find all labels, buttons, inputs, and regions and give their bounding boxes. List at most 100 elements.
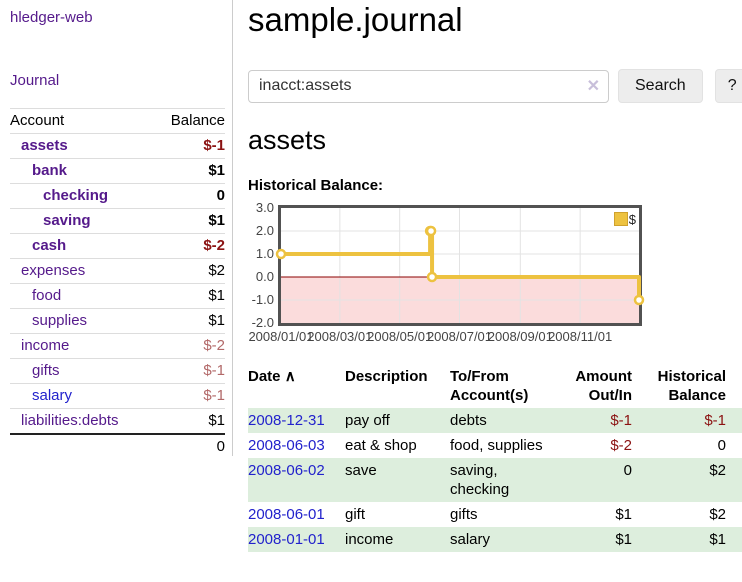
account-link-bank[interactable]: bank bbox=[32, 162, 68, 179]
accounts-col-account: Account bbox=[10, 108, 118, 134]
y-tick-label: -2.0 bbox=[251, 314, 274, 330]
account-link-food[interactable]: food bbox=[32, 287, 62, 304]
account-link-assets[interactable]: assets bbox=[21, 137, 68, 154]
transaction-description: save bbox=[345, 461, 377, 479]
main-content: sample.journal ✕ Search ? assets Histori… bbox=[233, 0, 742, 552]
account-link-income[interactable]: income bbox=[21, 337, 70, 354]
y-tick-label: 1.0 bbox=[255, 245, 274, 261]
x-tick-label: 2008/01/01 bbox=[248, 328, 314, 344]
chart-canvas bbox=[275, 207, 645, 323]
chart-section-label: Historical Balance: bbox=[248, 176, 384, 194]
x-tick-label: 2008/09/01 bbox=[487, 328, 553, 344]
account-balance: $-1 bbox=[117, 358, 225, 384]
search-form: ✕ Search ? bbox=[248, 69, 742, 104]
transaction-amount: 0 bbox=[623, 461, 632, 479]
account-balance: $2 bbox=[117, 258, 225, 284]
account-row-cash: cash $-2 bbox=[10, 233, 225, 259]
y-tick-label: -1.0 bbox=[251, 291, 274, 307]
transaction-row: 2008-12-31 pay off debts $-1 $-1 bbox=[248, 407, 742, 433]
account-balance: $-1 bbox=[117, 133, 225, 159]
transaction-accounts: debts bbox=[450, 411, 487, 429]
account-link-saving[interactable]: saving bbox=[43, 212, 91, 229]
account-row-salary: salary $-1 bbox=[10, 383, 225, 409]
legend-swatch-icon bbox=[613, 212, 628, 227]
y-tick-label: 3.0 bbox=[255, 199, 274, 215]
account-balance: $-2 bbox=[117, 233, 225, 259]
y-tick-label: 0.0 bbox=[255, 268, 274, 284]
transaction-amount: $-2 bbox=[610, 436, 632, 454]
account-row-expenses: expenses $2 bbox=[10, 258, 225, 284]
col-amount-outin: Amount Out/In bbox=[575, 367, 632, 404]
accounts-total-row: 0 bbox=[10, 433, 225, 459]
account-balance: 0 bbox=[117, 183, 225, 209]
x-tick-label: 2008/11/01 bbox=[548, 328, 613, 344]
account-row-bank: bank $1 bbox=[10, 158, 225, 184]
transaction-row: 2008-01-01 income salary $1 $1 bbox=[248, 526, 742, 552]
transaction-description: gift bbox=[345, 505, 366, 523]
account-balance: $-2 bbox=[117, 333, 225, 359]
page: hledger-web Journal Account Balance asse… bbox=[10, 0, 742, 552]
transaction-balance: $2 bbox=[709, 461, 726, 479]
legend-label: $ bbox=[628, 211, 636, 227]
transaction-row: 2008-06-03 eat & shop food, supplies $-2… bbox=[248, 433, 742, 458]
account-link-cash[interactable]: cash bbox=[32, 237, 67, 254]
transaction-date-link[interactable]: 2008-06-02 bbox=[248, 461, 325, 479]
col-description: Description bbox=[345, 367, 428, 385]
x-tick-label: 2008/03/01 bbox=[307, 328, 373, 344]
chart-plot-area[interactable]: $ bbox=[275, 204, 645, 326]
transaction-accounts: gifts bbox=[450, 505, 478, 523]
account-link-supplies[interactable]: supplies bbox=[32, 312, 88, 329]
account-link-salary[interactable]: salary bbox=[32, 387, 73, 404]
historical-balance-chart[interactable]: $ 3.0 2.0 1.0 0.0 -1.0 -2.0 2008/01/01 2008/03… bbox=[248, 200, 648, 347]
transaction-balance: $1 bbox=[709, 530, 726, 548]
transaction-balance: $-1 bbox=[704, 411, 726, 429]
account-row-supplies: supplies $1 bbox=[10, 308, 225, 334]
account-row-assets: assets $-1 bbox=[10, 133, 225, 159]
page-title: sample.journal bbox=[248, 1, 463, 38]
account-row-saving: saving $1 bbox=[10, 208, 225, 234]
accounts-table: Account Balance assets $-1 bank $1 check… bbox=[10, 108, 225, 459]
transaction-date-link[interactable]: 2008-06-01 bbox=[248, 505, 325, 523]
transaction-date-link[interactable]: 2008-12-31 bbox=[248, 411, 325, 429]
account-balance: $1 bbox=[117, 158, 225, 184]
y-tick-label: 2.0 bbox=[255, 222, 274, 238]
transaction-amount: $-1 bbox=[610, 411, 632, 429]
nav-journal-link[interactable]: Journal bbox=[10, 72, 60, 89]
transaction-amount: $1 bbox=[615, 530, 632, 548]
account-link-liabilities-debts[interactable]: liabilities:debts bbox=[21, 412, 119, 429]
transaction-date-link[interactable]: 2008-06-03 bbox=[248, 436, 325, 454]
account-balance: $1 bbox=[117, 308, 225, 334]
app-brand-link[interactable]: hledger-web bbox=[10, 9, 93, 26]
transaction-description: eat & shop bbox=[345, 436, 417, 454]
transaction-accounts: saving, checking bbox=[450, 461, 510, 498]
account-link-gifts[interactable]: gifts bbox=[32, 362, 60, 379]
transaction-balance: 0 bbox=[717, 436, 726, 454]
transaction-description: pay off bbox=[345, 411, 390, 429]
account-link-expenses[interactable]: expenses bbox=[21, 262, 86, 279]
col-date[interactable]: Date ∧ bbox=[248, 367, 296, 385]
transaction-description: income bbox=[345, 530, 394, 548]
accounts-total-value: 0 bbox=[117, 433, 225, 459]
x-tick-label: 2008/07/01 bbox=[426, 328, 493, 344]
search-help-button[interactable]: ? bbox=[714, 69, 742, 104]
account-row-food: food $1 bbox=[10, 283, 225, 309]
transactions-header-row: Date ∧ Description To/From Account(s) Am… bbox=[248, 364, 742, 408]
col-historical-balance: Historical Balance bbox=[657, 367, 726, 404]
search-button[interactable]: Search bbox=[618, 69, 703, 104]
transaction-accounts: salary bbox=[450, 530, 491, 548]
account-heading: assets bbox=[248, 125, 327, 156]
account-row-income: income $-2 bbox=[10, 333, 225, 359]
transaction-accounts: food, supplies bbox=[450, 436, 543, 454]
transaction-date-link[interactable]: 2008-01-01 bbox=[248, 530, 325, 548]
col-tofrom-accounts: To/From Account(s) bbox=[450, 367, 529, 404]
clear-search-icon[interactable]: ✕ bbox=[586, 77, 600, 95]
account-balance: $1 bbox=[117, 208, 225, 234]
account-row-liabilities-debts: liabilities:debts $1 bbox=[10, 408, 225, 435]
transaction-row: 2008-06-02 save saving, checking 0 $2 bbox=[248, 457, 742, 502]
account-row-gifts: gifts $-1 bbox=[10, 358, 225, 384]
sort-ascending-icon: ∧ bbox=[284, 367, 296, 385]
account-link-checking[interactable]: checking bbox=[43, 187, 109, 204]
account-balance: $1 bbox=[117, 283, 225, 309]
search-input[interactable] bbox=[248, 69, 609, 103]
account-row-checking: checking 0 bbox=[10, 183, 225, 209]
